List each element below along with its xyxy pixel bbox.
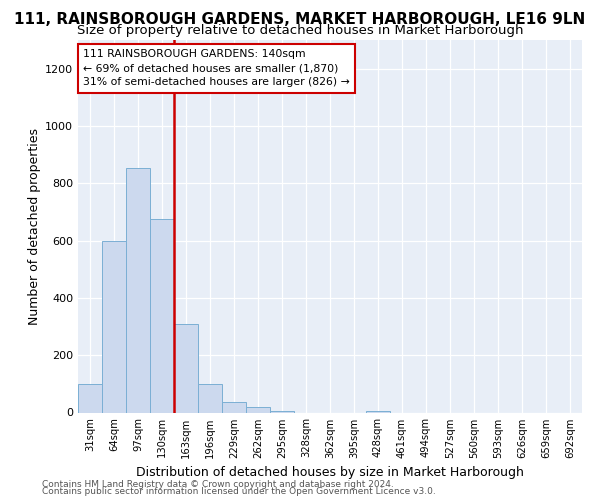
Text: Contains public sector information licensed under the Open Government Licence v3: Contains public sector information licen… [42, 488, 436, 496]
Bar [102, 240, 126, 412]
Text: Contains HM Land Registry data © Crown copyright and database right 2024.: Contains HM Land Registry data © Crown c… [42, 480, 394, 489]
Bar [366, 411, 390, 412]
Bar [270, 411, 294, 412]
Y-axis label: Number of detached properties: Number of detached properties [28, 128, 41, 325]
Text: Size of property relative to detached houses in Market Harborough: Size of property relative to detached ho… [77, 24, 523, 37]
X-axis label: Distribution of detached houses by size in Market Harborough: Distribution of detached houses by size … [136, 466, 524, 479]
Bar [222, 402, 246, 412]
Bar [78, 384, 102, 412]
Text: 111 RAINSBOROUGH GARDENS: 140sqm
← 69% of detached houses are smaller (1,870)
31: 111 RAINSBOROUGH GARDENS: 140sqm ← 69% o… [83, 50, 350, 88]
Text: 111, RAINSBOROUGH GARDENS, MARKET HARBOROUGH, LE16 9LN: 111, RAINSBOROUGH GARDENS, MARKET HARBOR… [14, 12, 586, 28]
Bar [246, 408, 270, 412]
Bar [198, 384, 222, 412]
Bar [126, 168, 150, 412]
Bar [174, 324, 198, 412]
Bar [150, 219, 174, 412]
